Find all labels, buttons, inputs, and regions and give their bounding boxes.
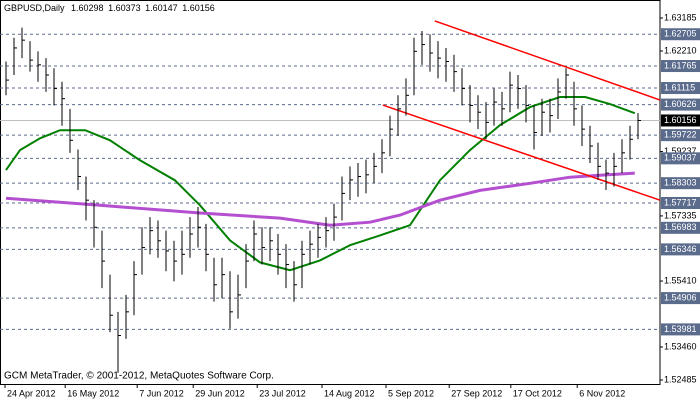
x-tick-label: 23 Jul 2012 xyxy=(259,388,306,398)
chart-header: GBPUSD,Daily 1.60298 1.60373 1.60147 1.6… xyxy=(4,3,215,13)
high-value: 1.60373 xyxy=(108,3,141,13)
level-label-box xyxy=(661,243,700,256)
level-label: 1.61765 xyxy=(664,60,697,70)
level-label-box xyxy=(661,129,700,142)
y-tick-label: 1.57335 xyxy=(664,210,697,220)
x-tick-label: 29 Jun 2012 xyxy=(195,388,245,398)
level-label-box xyxy=(661,60,700,73)
y-tick-label: 1.53460 xyxy=(664,341,697,351)
y-tick-label: 1.52485 xyxy=(664,374,697,384)
level-label-box xyxy=(661,152,700,165)
level-label-box xyxy=(661,323,700,336)
last-price-box xyxy=(661,114,700,127)
level-label-box xyxy=(661,292,700,305)
x-tick-label: 17 Oct 2012 xyxy=(513,388,562,398)
level-label: 1.61115 xyxy=(664,82,695,92)
y-tick-label: 1.62210 xyxy=(664,45,697,55)
level-label: 1.57717 xyxy=(664,197,697,207)
level-label: 1.56346 xyxy=(664,244,697,254)
close-value: 1.60156 xyxy=(182,3,215,13)
x-tick-label: 24 Apr 2012 xyxy=(7,388,56,398)
level-label: 1.56983 xyxy=(664,222,697,232)
open-value: 1.60298 xyxy=(71,3,104,13)
footer: GCM MetaTrader, © 2001-2012, MetaQuotes … xyxy=(4,371,274,382)
level-label: 1.62705 xyxy=(664,29,697,39)
level-label-box xyxy=(661,82,700,95)
x-tick-label: 6 Nov 2012 xyxy=(579,388,625,398)
last-price-label: 1.60156 xyxy=(664,115,697,125)
level-label-box xyxy=(661,28,700,41)
x-tick-label: 14 Aug 2012 xyxy=(324,388,375,398)
plot-frame xyxy=(0,0,661,385)
level-label: 1.54906 xyxy=(664,292,697,302)
level-label: 1.58303 xyxy=(664,178,697,188)
indicator-line xyxy=(434,20,660,101)
level-label-box xyxy=(661,177,700,190)
y-tick-label: 1.55410 xyxy=(664,275,697,285)
level-label-box xyxy=(661,98,700,111)
indicator-line xyxy=(5,171,635,227)
indicator-line xyxy=(5,96,636,272)
low-value: 1.60147 xyxy=(145,3,178,13)
level-label: 1.59722 xyxy=(664,130,697,140)
level-label-box xyxy=(661,196,700,209)
x-tick-label: 7 Jun 2012 xyxy=(139,388,184,398)
x-tick-label: 27 Sep 2012 xyxy=(451,388,502,398)
x-tick-label: 5 Sep 2012 xyxy=(388,388,434,398)
level-label: 1.60626 xyxy=(664,99,697,109)
level-label: 1.59037 xyxy=(664,153,697,163)
symbol: GBPUSD,Daily xyxy=(4,3,65,13)
level-label: 1.53981 xyxy=(664,324,697,334)
level-label-box xyxy=(661,221,700,234)
y-tick-label: 1.63185 xyxy=(664,12,697,22)
x-tick-label: 16 May 2012 xyxy=(67,388,119,398)
y-tick-label: 1.59237 xyxy=(664,146,697,156)
